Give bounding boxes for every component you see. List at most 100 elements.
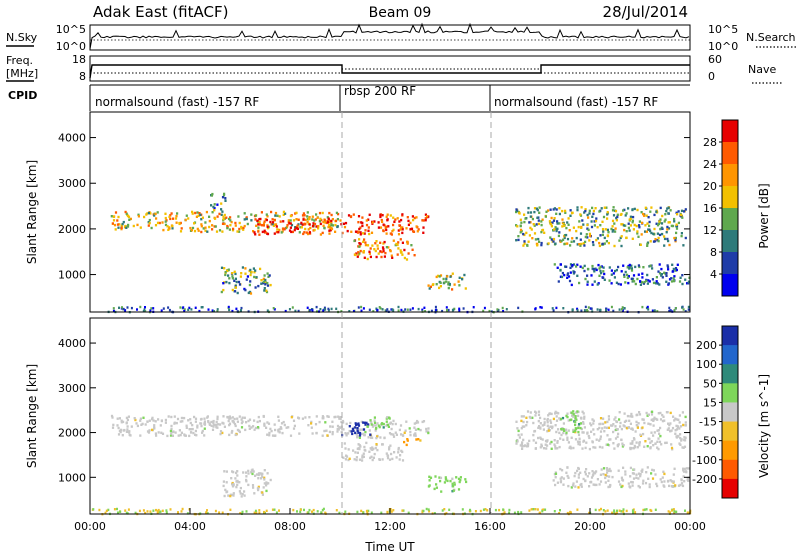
velocity-cell [181, 507, 184, 511]
power-cell [221, 210, 224, 213]
power-cell [200, 230, 203, 234]
velocity-cell [556, 481, 559, 484]
velocity-cell [613, 418, 616, 421]
nsearch-tick-top: 10^5 [708, 23, 738, 36]
velocity-cell [684, 421, 687, 424]
velocity-cell [538, 511, 541, 515]
power-cell [435, 283, 438, 286]
power-cell [603, 236, 606, 240]
velocity-cell [248, 427, 251, 430]
velocity-cell [451, 477, 454, 480]
velocity-cell [629, 466, 632, 470]
power-cell [357, 251, 360, 254]
velocity-cell [280, 422, 284, 425]
velocity-cell [446, 479, 449, 483]
power-cell [380, 255, 383, 259]
power-cell [620, 223, 623, 226]
power-cell [260, 282, 263, 285]
velocity-cell [244, 428, 247, 432]
power-cell [156, 211, 159, 214]
power-cell [282, 220, 285, 223]
velocity-cell [609, 469, 612, 473]
velocity-cell [277, 428, 280, 432]
velocity-cell [146, 420, 149, 423]
power-cell [373, 248, 376, 251]
power-cell [663, 235, 666, 238]
cpid-segment-3: normalsound (fast) -157 RF [494, 95, 658, 109]
power-cell [558, 222, 561, 225]
power-cell [359, 231, 362, 234]
power-cell [666, 228, 669, 231]
velocity-colorbar-label: Velocity [m s^-1] [757, 374, 771, 478]
velocity-cell [355, 433, 358, 436]
power-cell [633, 207, 636, 211]
velocity-cell [537, 419, 540, 423]
velocity-cell [684, 424, 687, 427]
power-cell [646, 242, 649, 246]
power-cell [112, 215, 115, 218]
power-cell [263, 220, 266, 223]
power-cell [673, 220, 676, 223]
power-cell [552, 237, 556, 241]
velocity-cell [267, 482, 270, 485]
velocity-cell [542, 508, 545, 511]
power-cell [616, 213, 619, 216]
power-cell [149, 212, 152, 215]
power-cell [676, 263, 679, 266]
power-cell [221, 196, 225, 199]
velocity-cell [544, 439, 548, 443]
power-cell [564, 209, 567, 213]
velocity-cell [258, 419, 261, 423]
power-cell [243, 212, 246, 215]
velocity-cell [226, 416, 229, 419]
velocity-cell [574, 471, 577, 475]
velocity-cell [337, 415, 340, 418]
velocity-cell [373, 416, 376, 419]
velocity-cell [532, 439, 535, 442]
nave-label: Nave [748, 63, 776, 76]
power-cell [327, 217, 330, 220]
power-cell [223, 213, 226, 217]
power-cell [540, 243, 543, 247]
power-cell [417, 307, 420, 311]
power-cell [397, 247, 400, 250]
velocity-cell [177, 434, 180, 437]
velocity-cell [624, 470, 627, 473]
velocity-cell [339, 416, 342, 419]
velocity-cell [458, 480, 461, 484]
power-cell [220, 213, 223, 216]
velocity-cell [318, 420, 321, 424]
velocity-cell [261, 491, 264, 494]
velocity-cell [684, 415, 687, 419]
power-cell [397, 241, 400, 244]
power-cell [643, 214, 646, 217]
velocity-cell [405, 420, 408, 423]
velocity-cell [263, 423, 266, 427]
velocity-cell [232, 421, 235, 424]
velocity-cell [278, 431, 281, 434]
velocity-cell [344, 432, 347, 435]
power-cell [547, 209, 550, 212]
velocity-cell [391, 422, 394, 426]
velocity-cell [261, 493, 264, 496]
power-cell [276, 214, 279, 217]
power-cell [578, 220, 581, 223]
power-cell [225, 280, 228, 284]
power-cell [590, 274, 593, 277]
power-cell [576, 208, 579, 212]
velocity-cell [577, 433, 581, 437]
velocity-cell [574, 438, 578, 441]
power-cell [175, 221, 178, 224]
velocity-cell [338, 511, 341, 515]
velocity-cell [414, 434, 417, 437]
power-cell [315, 225, 318, 228]
velocity-cell [385, 424, 388, 427]
power-cell [534, 238, 537, 241]
power-cell [591, 241, 595, 244]
power-cell [596, 226, 599, 229]
velocity-cell [591, 441, 594, 444]
velocity-cell [656, 418, 659, 421]
power-cell [200, 225, 203, 228]
power-cell [188, 306, 191, 310]
velocity-cell [687, 479, 690, 482]
